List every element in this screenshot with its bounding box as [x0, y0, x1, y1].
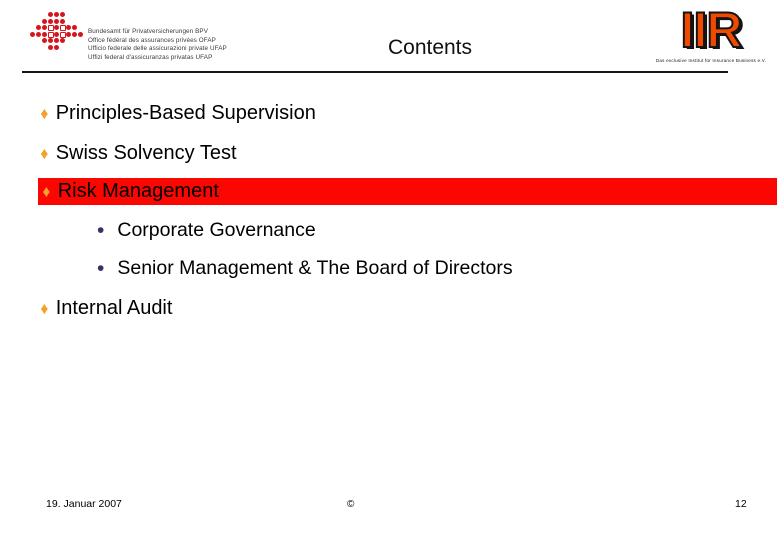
bullet-text: Corporate Governance — [117, 219, 316, 241]
logo-dot — [60, 38, 65, 44]
round-bullet-icon: • — [97, 256, 105, 280]
logo-dot — [60, 18, 65, 24]
iir-logo-tagline: Das exclusive Institut für Insurance Bus… — [655, 58, 767, 63]
logo-dot-hollow — [60, 25, 66, 32]
logo-dot — [36, 31, 41, 37]
bullet-item: ♦ Swiss Solvency Test — [40, 140, 237, 167]
logo-dot — [66, 25, 71, 31]
logo-dot — [48, 12, 53, 17]
logo-dot — [48, 45, 53, 50]
iir-logo: IIR Das exclusive Institut für Insurance… — [650, 2, 772, 63]
bpv-logo-text-line: Office fédéral des assurances privées OF… — [88, 36, 216, 44]
logo-dot — [42, 38, 47, 44]
bullet-text: Risk Management — [57, 180, 219, 202]
bullet-text: Principles-Based Supervision — [55, 102, 316, 124]
bullet-item: • Senior Management & The Board of Direct… — [97, 255, 513, 282]
round-bullet-icon: • — [97, 218, 105, 242]
logo-dot — [42, 31, 47, 37]
logo-dot-hollow — [48, 31, 54, 38]
bpv-dot-cross-logo — [30, 12, 88, 60]
logo-dot — [78, 31, 83, 37]
logo-dot — [54, 31, 59, 37]
header-divider-line — [22, 71, 728, 73]
logo-dot — [54, 18, 59, 24]
bullet-text: Swiss Solvency Test — [55, 142, 237, 164]
diamond-bullet-icon: ♦ — [40, 103, 49, 123]
logo-dot — [54, 38, 59, 44]
logo-dot — [54, 45, 59, 50]
bullet-item-highlighted: ♦ Risk Management — [38, 178, 777, 205]
logo-dot — [72, 31, 77, 37]
logo-dot — [48, 18, 53, 24]
logo-dot — [66, 31, 71, 37]
logo-dot-hollow — [48, 25, 54, 32]
logo-dot-hollow — [60, 31, 66, 38]
bullet-text: Senior Management & The Board of Directo… — [117, 257, 513, 279]
diamond-bullet-icon: ♦ — [40, 143, 49, 163]
logo-dot — [54, 12, 59, 17]
logo-dot — [30, 31, 35, 37]
bullet-text: Internal Audit — [55, 297, 173, 319]
logo-dot — [36, 25, 41, 31]
footer-copyright-icon: © — [347, 499, 355, 510]
logo-dot — [42, 25, 47, 31]
logo-dot — [72, 25, 77, 31]
footer-date: 19. Januar 2007 — [46, 498, 122, 510]
bullet-item: ♦ Internal Audit — [40, 295, 172, 322]
bpv-logo-text-line: Uffizi federal d'assicuranzas privatas U… — [88, 54, 213, 62]
bpv-logo-text-line: Ufficio federale delle assicurazioni pri… — [88, 45, 227, 53]
logo-dot — [48, 38, 53, 44]
diamond-bullet-icon: ♦ — [42, 181, 51, 201]
logo-dot — [54, 25, 59, 31]
iir-logo-letters: IIR — [680, 2, 744, 58]
diamond-bullet-icon: ♦ — [40, 298, 49, 318]
bpv-logo-text-line: Bundesamt für Privatversicherungen BPV — [88, 28, 208, 35]
footer-page-number: 12 — [735, 498, 747, 510]
slide-title: Contents — [387, 36, 473, 59]
logo-dot — [60, 12, 65, 17]
bpv-logo-text: Bundesamt für Privatversicherungen BPV Of… — [88, 28, 227, 63]
logo-dot — [42, 18, 47, 24]
bullet-item: ♦ Principles-Based Supervision — [40, 100, 316, 127]
bullet-item: • Corporate Governance — [97, 217, 316, 244]
